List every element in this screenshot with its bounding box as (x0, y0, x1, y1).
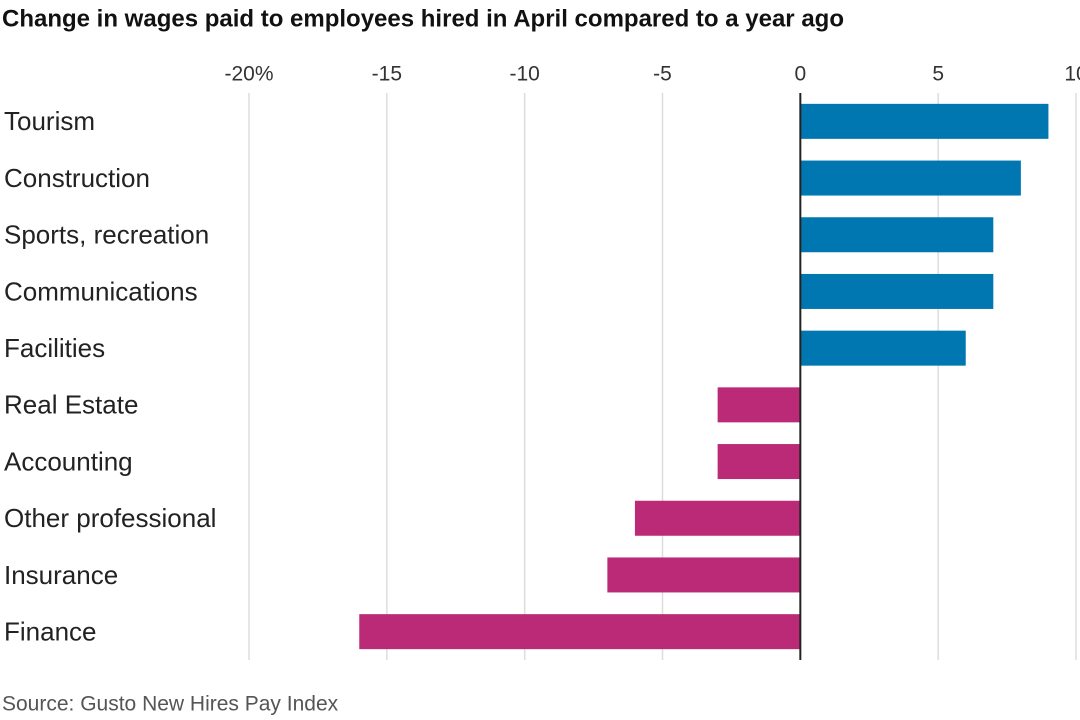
chart-title: Change in wages paid to employees hired … (2, 5, 844, 32)
bar (800, 273, 994, 309)
category-label: Tourism (4, 106, 95, 136)
category-label: Real Estate (4, 390, 138, 420)
category-label: Insurance (4, 560, 118, 590)
bar (717, 387, 801, 423)
bar (717, 444, 801, 480)
category-label: Sports, recreation (4, 220, 209, 250)
x-tick-label: 0 (794, 63, 806, 86)
bar (800, 217, 994, 253)
x-tick-label: 5 (932, 63, 944, 86)
bar (359, 614, 801, 650)
bar (607, 557, 801, 593)
bar (800, 103, 1049, 139)
x-tick-label: -10 (509, 63, 539, 86)
category-label: Finance (4, 617, 97, 647)
x-tick-label: 10 (1064, 63, 1080, 86)
x-tick-label: -20% (224, 63, 273, 86)
category-label: Facilities (4, 333, 105, 363)
x-tick-label: -5 (653, 63, 672, 86)
category-label: Other professional (4, 503, 216, 533)
category-label: Construction (4, 163, 150, 193)
category-label: Accounting (4, 446, 133, 476)
bar (800, 330, 966, 366)
bar (800, 160, 1021, 196)
source-note: Source: Gusto New Hires Pay Index (2, 693, 339, 716)
x-tick-label: -15 (372, 63, 402, 86)
category-label: Communications (4, 276, 198, 306)
bar (634, 500, 801, 536)
